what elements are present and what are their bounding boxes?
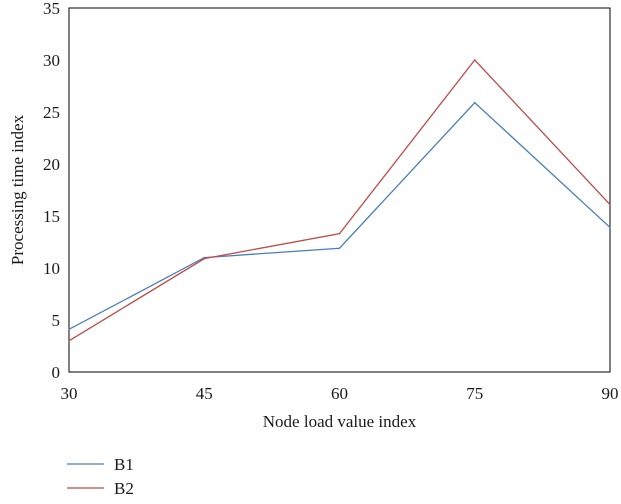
y-tick-label: 5	[52, 311, 61, 330]
x-tick-label: 90	[602, 384, 619, 403]
plot-area-frame	[68, 7, 611, 373]
y-tick-label: 0	[52, 363, 61, 382]
data-point-b2	[473, 59, 476, 61]
y-tick-label: 10	[43, 259, 60, 278]
legend-label-b1: B1	[114, 455, 134, 474]
data-point-b1	[609, 226, 611, 229]
legend-label-b2: B2	[114, 479, 134, 498]
y-tick-label: 35	[43, 0, 60, 18]
data-point-b1	[473, 101, 476, 104]
y-tick-label: 30	[43, 51, 60, 70]
data-point-b1	[338, 247, 341, 250]
series-lines	[68, 59, 611, 342]
x-axis-title: Node load value index	[263, 412, 417, 431]
x-tick-label: 60	[331, 384, 348, 403]
data-point-b2	[609, 203, 611, 206]
y-axis-title: Processing time index	[8, 114, 27, 265]
x-tick-label: 75	[466, 384, 483, 403]
series-line-b2	[68, 59, 611, 342]
data-point-b2	[68, 340, 70, 342]
y-tick-labels: 0 5 10 15 20 25 30 35	[43, 0, 60, 382]
x-tick-label: 30	[61, 384, 78, 403]
series-line-b1	[68, 101, 611, 330]
y-tick-label: 15	[43, 207, 60, 226]
x-tick-label: 45	[196, 384, 213, 403]
data-point-b2	[338, 232, 341, 235]
x-tick-labels: 30 45 60 75 90	[61, 384, 619, 403]
y-tick-label: 20	[43, 155, 60, 174]
data-point-b2	[203, 257, 206, 260]
data-point-b1	[68, 328, 70, 331]
y-tick-label: 25	[43, 103, 60, 122]
